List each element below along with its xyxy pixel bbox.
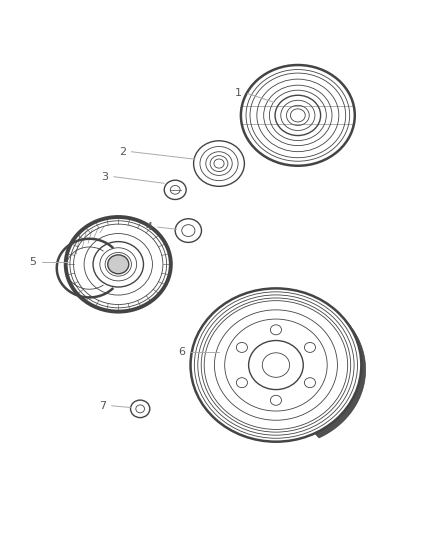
- Text: 3: 3: [102, 172, 109, 182]
- Ellipse shape: [249, 341, 303, 390]
- Ellipse shape: [108, 255, 129, 274]
- Ellipse shape: [304, 342, 315, 352]
- Text: 2: 2: [119, 147, 126, 157]
- Ellipse shape: [304, 378, 315, 387]
- Text: 5: 5: [29, 257, 36, 267]
- Ellipse shape: [191, 288, 361, 442]
- Ellipse shape: [262, 353, 290, 377]
- Ellipse shape: [270, 395, 282, 405]
- Text: 6: 6: [178, 347, 185, 357]
- Ellipse shape: [237, 342, 247, 352]
- Polygon shape: [74, 224, 113, 255]
- Ellipse shape: [237, 378, 247, 387]
- Text: 1: 1: [235, 88, 242, 99]
- Text: 7: 7: [99, 401, 106, 411]
- Ellipse shape: [270, 325, 282, 335]
- Polygon shape: [315, 297, 366, 438]
- Ellipse shape: [66, 217, 171, 312]
- Text: 4: 4: [145, 222, 152, 232]
